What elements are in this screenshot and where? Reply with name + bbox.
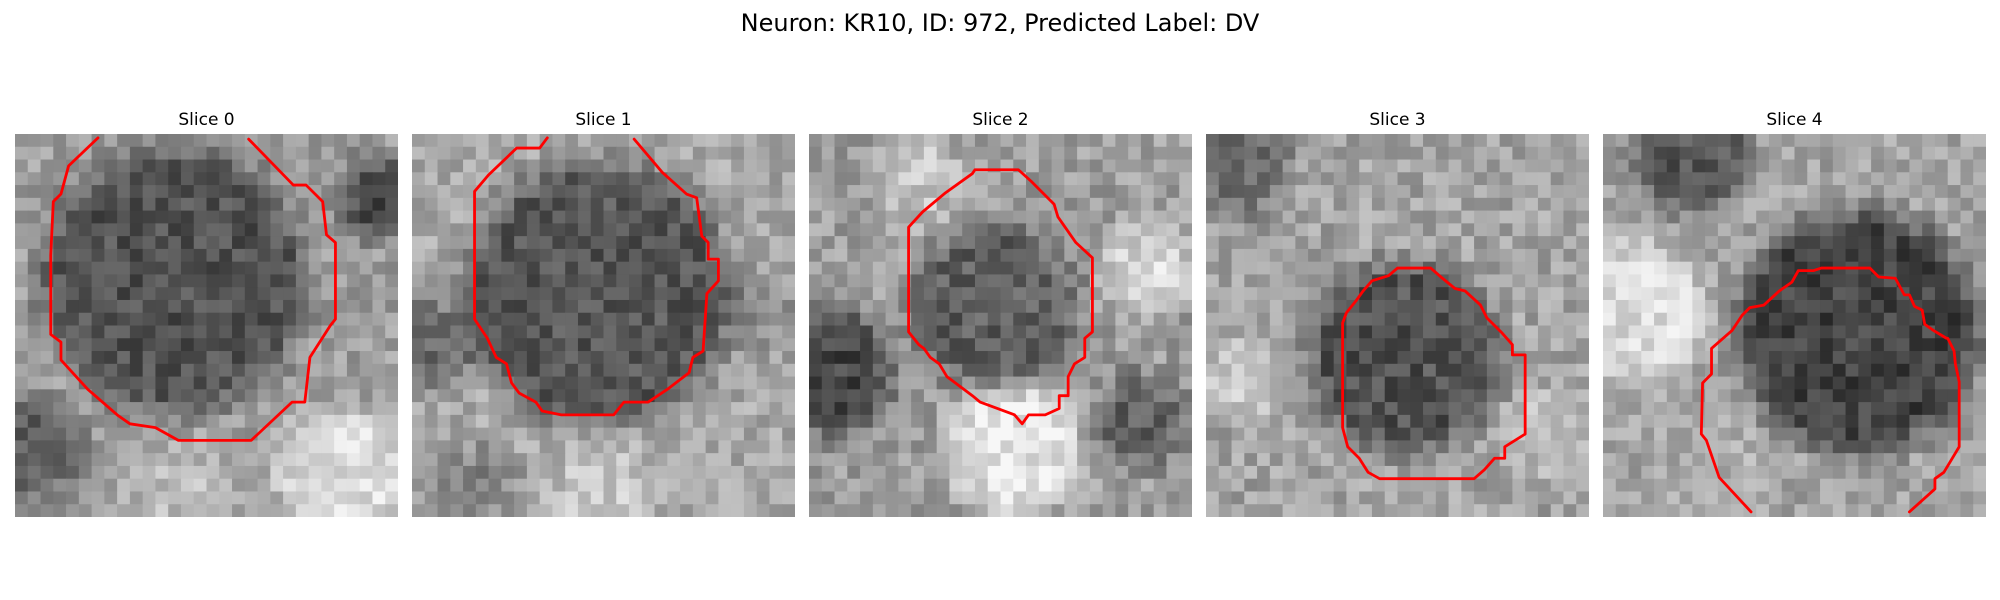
contour-line-3: [1341, 266, 1527, 481]
slice-panel-1: Slice 1: [412, 108, 795, 520]
slice-image-1: [412, 134, 795, 517]
figure-title: Neuron: KR10, ID: 972, Predicted Label: …: [740, 9, 1260, 37]
contour-line-0: [49, 136, 337, 442]
slice-title-0: Slice 0: [178, 110, 235, 130]
slice-panel-0: Slice 0: [15, 108, 398, 520]
slice-panel-2: Slice 2: [809, 108, 1192, 520]
contour-line-1: [473, 136, 720, 417]
slice-image-2: [809, 134, 1192, 517]
contour-line-2: [907, 168, 1094, 426]
slice-panel-3: Slice 3: [1206, 108, 1589, 520]
slice-image-0: [15, 134, 398, 517]
slice-image-4: [1603, 134, 1986, 517]
slice-title-4: Slice 4: [1766, 110, 1823, 130]
contour-line-4: [1699, 266, 1961, 514]
slice-title-2: Slice 2: [972, 110, 1029, 130]
slice-image-3: [1206, 134, 1589, 517]
slice-title-1: Slice 1: [575, 110, 632, 130]
slice-panel-4: Slice 4: [1603, 108, 1986, 520]
slice-title-3: Slice 3: [1369, 110, 1426, 130]
